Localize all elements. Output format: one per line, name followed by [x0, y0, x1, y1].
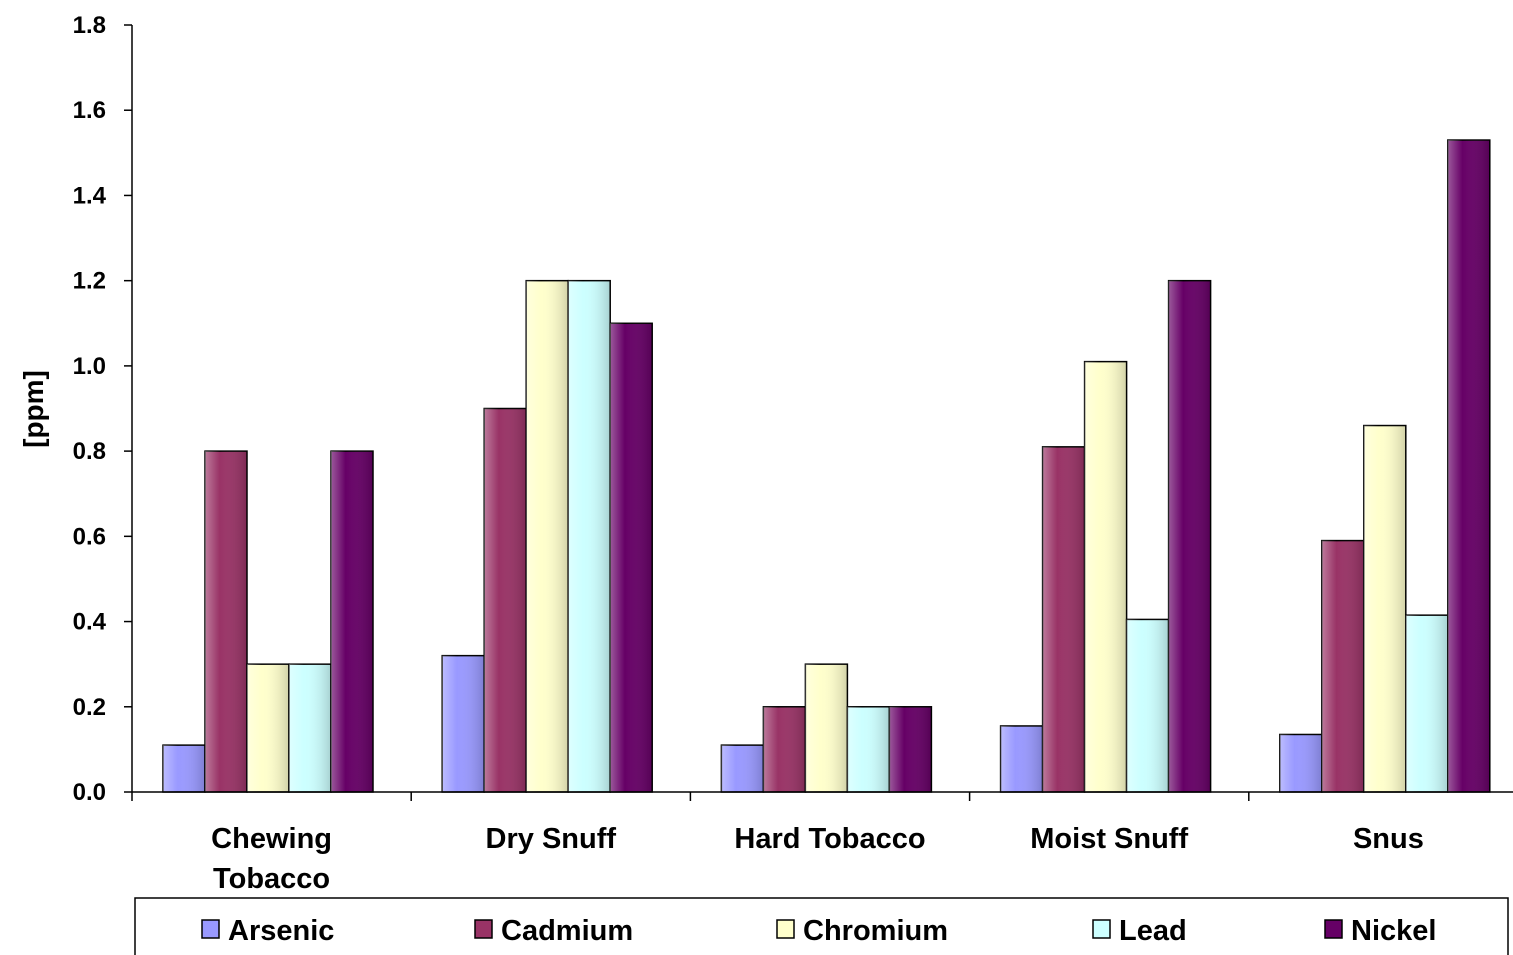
y-tick-label: 1.0 [73, 353, 106, 380]
x-category-label: Hard Tobacco [734, 823, 925, 855]
bar-series [162, 139, 1491, 793]
y-tick-label: 1.8 [73, 12, 106, 39]
bar-shade [247, 664, 289, 792]
x-category-label-line: Dry Snuff [486, 823, 617, 855]
y-tick-label: 0.6 [73, 523, 106, 550]
bar-shade [847, 706, 890, 792]
legend-label-lead: Lead [1119, 915, 1187, 947]
bar-shade [1405, 615, 1448, 792]
y-tick-label: 1.4 [73, 182, 107, 209]
y-axis-title: [ppm] [18, 370, 49, 448]
y-tick-label: 1.6 [73, 97, 106, 124]
x-category-label-line: Hard Tobacco [734, 823, 925, 855]
x-category-label-line: Tobacco [213, 863, 330, 895]
bar-shade [1279, 734, 1322, 792]
bar-shade [526, 280, 569, 792]
bar-shade [1168, 280, 1211, 792]
bar-shade [805, 664, 848, 792]
bar-shade [484, 408, 527, 792]
bar-shade [1363, 425, 1406, 792]
x-category-label-line: Moist Snuff [1030, 823, 1188, 855]
legend-label-arsenic: Arsenic [228, 915, 334, 947]
bar-shade [889, 706, 932, 792]
legend-swatch-chromium [776, 919, 795, 939]
y-tick-label: 0.4 [73, 609, 107, 636]
legend-label-chromium: Chromium [803, 915, 948, 947]
y-tick-label: 0.0 [73, 779, 106, 806]
legend-swatch-arsenic [201, 919, 220, 939]
bar-shade [331, 451, 373, 792]
bar-shade [1042, 446, 1085, 792]
bar-shade [1321, 540, 1364, 792]
legend-swatch-nickel [1324, 919, 1343, 939]
legend: Arsenic Cadmium Chromium Lead Nickel [134, 897, 1509, 955]
x-category-label-line: Snus [1353, 823, 1424, 855]
bar-shade [205, 451, 247, 792]
bar-shade [1000, 725, 1043, 792]
bar-shade [1126, 619, 1169, 792]
x-category-label: Dry Snuff [486, 823, 617, 855]
legend-label-cadmium: Cadmium [501, 915, 633, 947]
bar-shade [1084, 361, 1127, 792]
legend-swatch-lead [1092, 919, 1111, 939]
bar-shade [568, 280, 611, 792]
bar-shade [289, 664, 331, 792]
axes [131, 25, 1513, 801]
bar-shade [721, 745, 764, 792]
y-tick-label: 0.8 [73, 438, 106, 465]
legend-swatch-cadmium [474, 919, 493, 939]
legend-box [134, 897, 1509, 955]
y-tick-label: 0.2 [73, 694, 106, 721]
x-category-label-line: Chewing [211, 823, 332, 855]
legend-label-nickel: Nickel [1351, 915, 1436, 947]
x-category-label: Chewing Tobacco [211, 823, 332, 895]
y-axis-ticks: 0.0 0.2 0.4 0.6 0.8 1.0 1.2 1.4 1.6 1.8 [73, 12, 132, 806]
bar-shade [610, 323, 653, 792]
bar-shade [1447, 140, 1490, 793]
bar-shade [163, 745, 205, 792]
bar-shade [763, 706, 806, 792]
bar-shade [442, 655, 485, 792]
x-axis-labels: Chewing Tobacco Dry Snuff Hard Tobacco Moist… [211, 823, 1424, 895]
x-category-label: Moist Snuff [1030, 823, 1188, 855]
x-category-label: Snus [1353, 823, 1424, 855]
y-tick-label: 1.2 [73, 268, 106, 295]
